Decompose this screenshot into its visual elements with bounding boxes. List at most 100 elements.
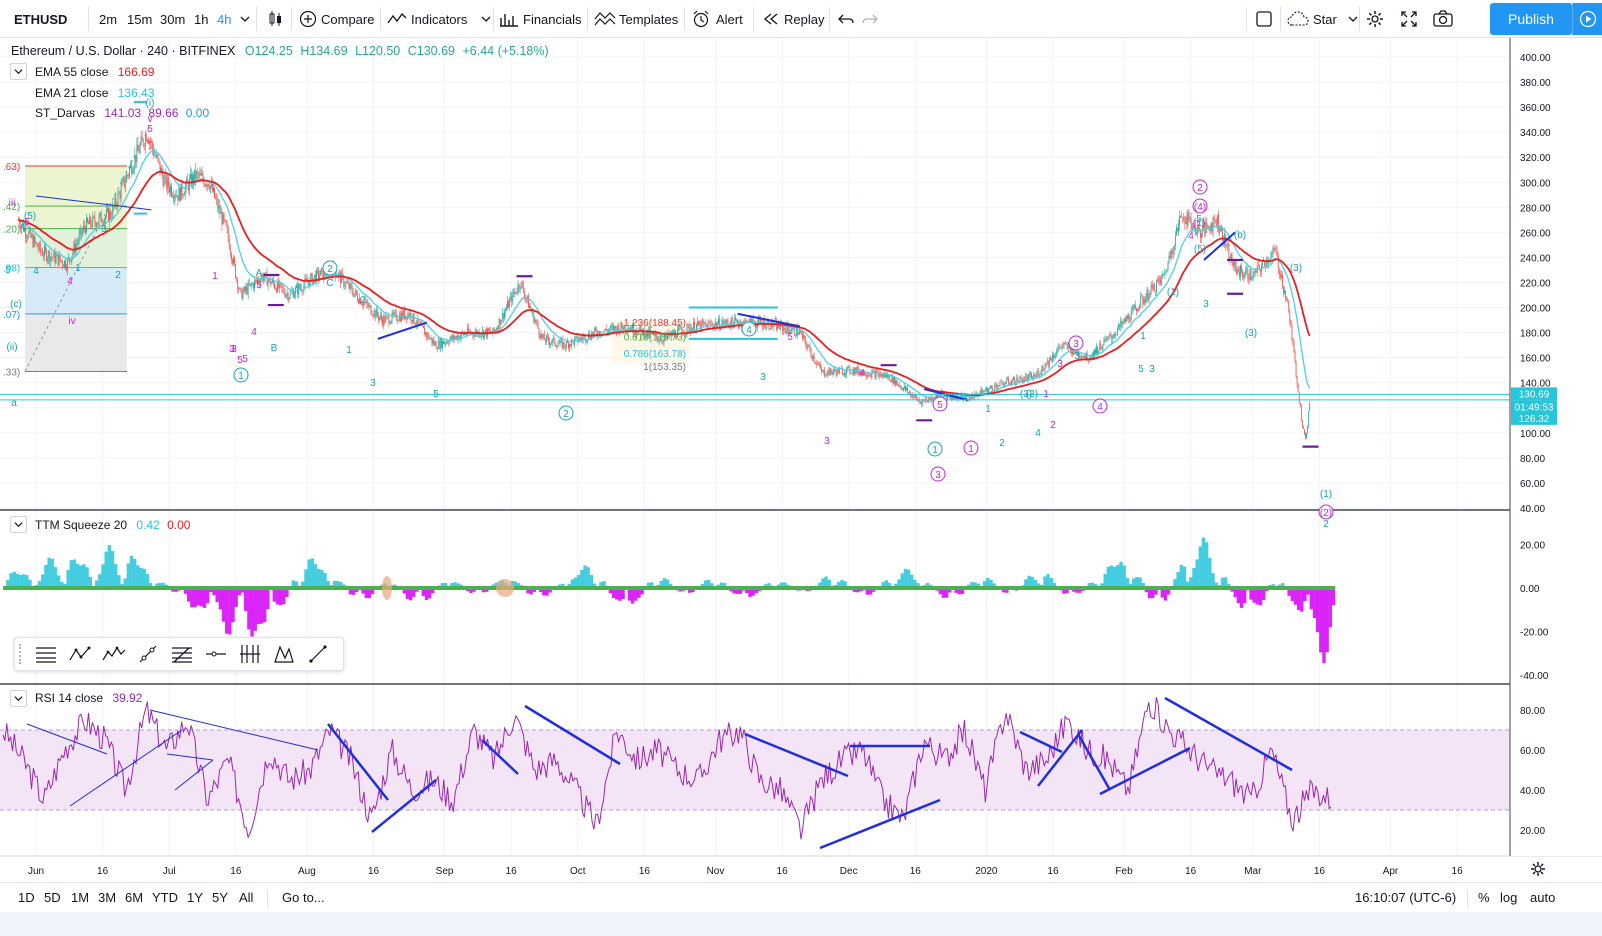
auto-toggle[interactable]: auto <box>1530 890 1556 905</box>
rsi-collapse-button[interactable] <box>10 690 27 707</box>
interval-15m[interactable]: 15m <box>127 11 153 27</box>
squeeze-bar <box>126 563 131 588</box>
candle-body <box>696 324 697 331</box>
play-icon <box>1579 10 1596 28</box>
candle-body <box>197 171 199 174</box>
candle-body <box>452 335 454 340</box>
templates-button[interactable]: Templates <box>594 0 678 38</box>
candle-body <box>1297 384 1299 393</box>
fullscreen-button[interactable] <box>1400 0 1418 38</box>
cycle-lines-tool[interactable] <box>233 639 267 669</box>
candle-body <box>1245 270 1247 275</box>
horizontal-ray-tool[interactable] <box>199 639 233 669</box>
clock[interactable]: 16:10:07 (UTC-6) <box>1355 890 1457 905</box>
candle-body <box>256 279 257 282</box>
candle-style-icon[interactable] <box>266 0 284 38</box>
snapshot-button[interactable] <box>1433 0 1453 38</box>
redo-button[interactable] <box>862 0 878 38</box>
candle-body <box>405 315 407 319</box>
goto-button[interactable]: Go to... <box>282 890 325 905</box>
ema55-legend: EMA 55 close 166.69 <box>35 65 154 79</box>
range-all[interactable]: All <box>239 890 254 905</box>
candle-body <box>1136 308 1137 312</box>
elliott-wave-tool[interactable] <box>97 639 131 669</box>
trend-line-tool[interactable] <box>131 639 165 669</box>
range-1d[interactable]: 1D <box>18 890 35 905</box>
candle-body <box>73 243 75 253</box>
candle-body <box>1184 221 1186 224</box>
candle-body <box>1211 223 1213 231</box>
log-toggle[interactable]: log <box>1500 890 1518 905</box>
squeeze-bar <box>313 564 318 588</box>
drag-handle[interactable] <box>19 644 29 664</box>
range-3m[interactable]: 3M <box>98 890 117 905</box>
candle-body <box>54 252 56 263</box>
compare-button[interactable]: Compare <box>299 0 374 38</box>
candle-body <box>224 219 226 221</box>
legend-collapse-button[interactable] <box>10 63 27 80</box>
interval-dropdown-icon[interactable] <box>240 0 250 38</box>
candle-body <box>1299 402 1301 407</box>
candle-body <box>929 397 931 400</box>
wave-label: 5 <box>937 400 943 411</box>
range-6m[interactable]: 6M <box>125 890 144 905</box>
layout-button[interactable] <box>1255 0 1273 38</box>
replay-button[interactable]: Replay <box>763 0 824 38</box>
candle-body <box>165 174 167 189</box>
candle-body <box>912 394 914 399</box>
save-star-button[interactable]: Star <box>1287 0 1358 38</box>
undo-button[interactable] <box>838 0 854 38</box>
candle-body <box>1017 377 1019 382</box>
wave-label: 1 <box>1140 331 1146 342</box>
line-icon <box>309 645 327 663</box>
camera-icon <box>1433 10 1453 27</box>
candle-body <box>101 222 103 224</box>
range-1y[interactable]: 1Y <box>187 890 203 905</box>
settings-button[interactable] <box>1366 0 1384 38</box>
candle-body <box>182 195 184 196</box>
candle-body <box>534 320 536 323</box>
abc-pattern-tool[interactable] <box>63 639 97 669</box>
candle-body <box>414 323 416 325</box>
candle-body <box>1219 229 1220 232</box>
interval-1h[interactable]: 1h <box>194 11 209 27</box>
line-tool[interactable] <box>301 639 335 669</box>
range-5y[interactable]: 5Y <box>212 890 228 905</box>
xabcd-pattern-tool[interactable] <box>267 639 301 669</box>
horizontal-lines-tool[interactable] <box>29 639 63 669</box>
candle-body <box>1056 351 1058 356</box>
candle-body <box>449 339 451 344</box>
candle-body <box>843 374 844 376</box>
squeeze-bar <box>218 588 223 610</box>
interval-30m[interactable]: 30m <box>160 11 186 27</box>
candle-body <box>990 385 991 388</box>
price-axis-tick: 80.00 <box>1520 454 1545 465</box>
percent-toggle[interactable]: % <box>1478 890 1490 905</box>
publish-button[interactable]: Publish <box>1490 3 1572 35</box>
squeeze-bar <box>282 588 286 605</box>
squeeze-bar <box>266 588 270 610</box>
candle-body <box>83 225 85 228</box>
candle-body <box>944 395 946 396</box>
candle-body <box>397 320 399 322</box>
financials-label: Financials <box>523 11 582 27</box>
symbol-search[interactable]: ETHUSD <box>14 11 68 27</box>
fib-retracement-tool[interactable] <box>165 639 199 669</box>
squeeze-collapse-button[interactable] <box>10 516 27 533</box>
candle-body <box>119 193 121 199</box>
alert-button[interactable]: Alert <box>692 0 743 38</box>
wave-label: 2 <box>563 409 569 420</box>
range-1m[interactable]: 1M <box>71 890 90 905</box>
indicators-button[interactable]: Indicators <box>387 0 491 38</box>
range-ytd[interactable]: YTD <box>152 890 178 905</box>
interval-2m[interactable]: 2m <box>99 11 118 27</box>
range-5d[interactable]: 5D <box>44 890 61 905</box>
candle-body <box>164 174 166 178</box>
financials-button[interactable]: Financials <box>499 0 582 38</box>
rsi-band <box>0 730 1510 810</box>
play-button[interactable] <box>1572 3 1602 35</box>
squeeze-bar <box>970 582 974 588</box>
candle-body <box>1053 355 1054 358</box>
interval-4h-active[interactable]: 4h <box>217 11 232 27</box>
